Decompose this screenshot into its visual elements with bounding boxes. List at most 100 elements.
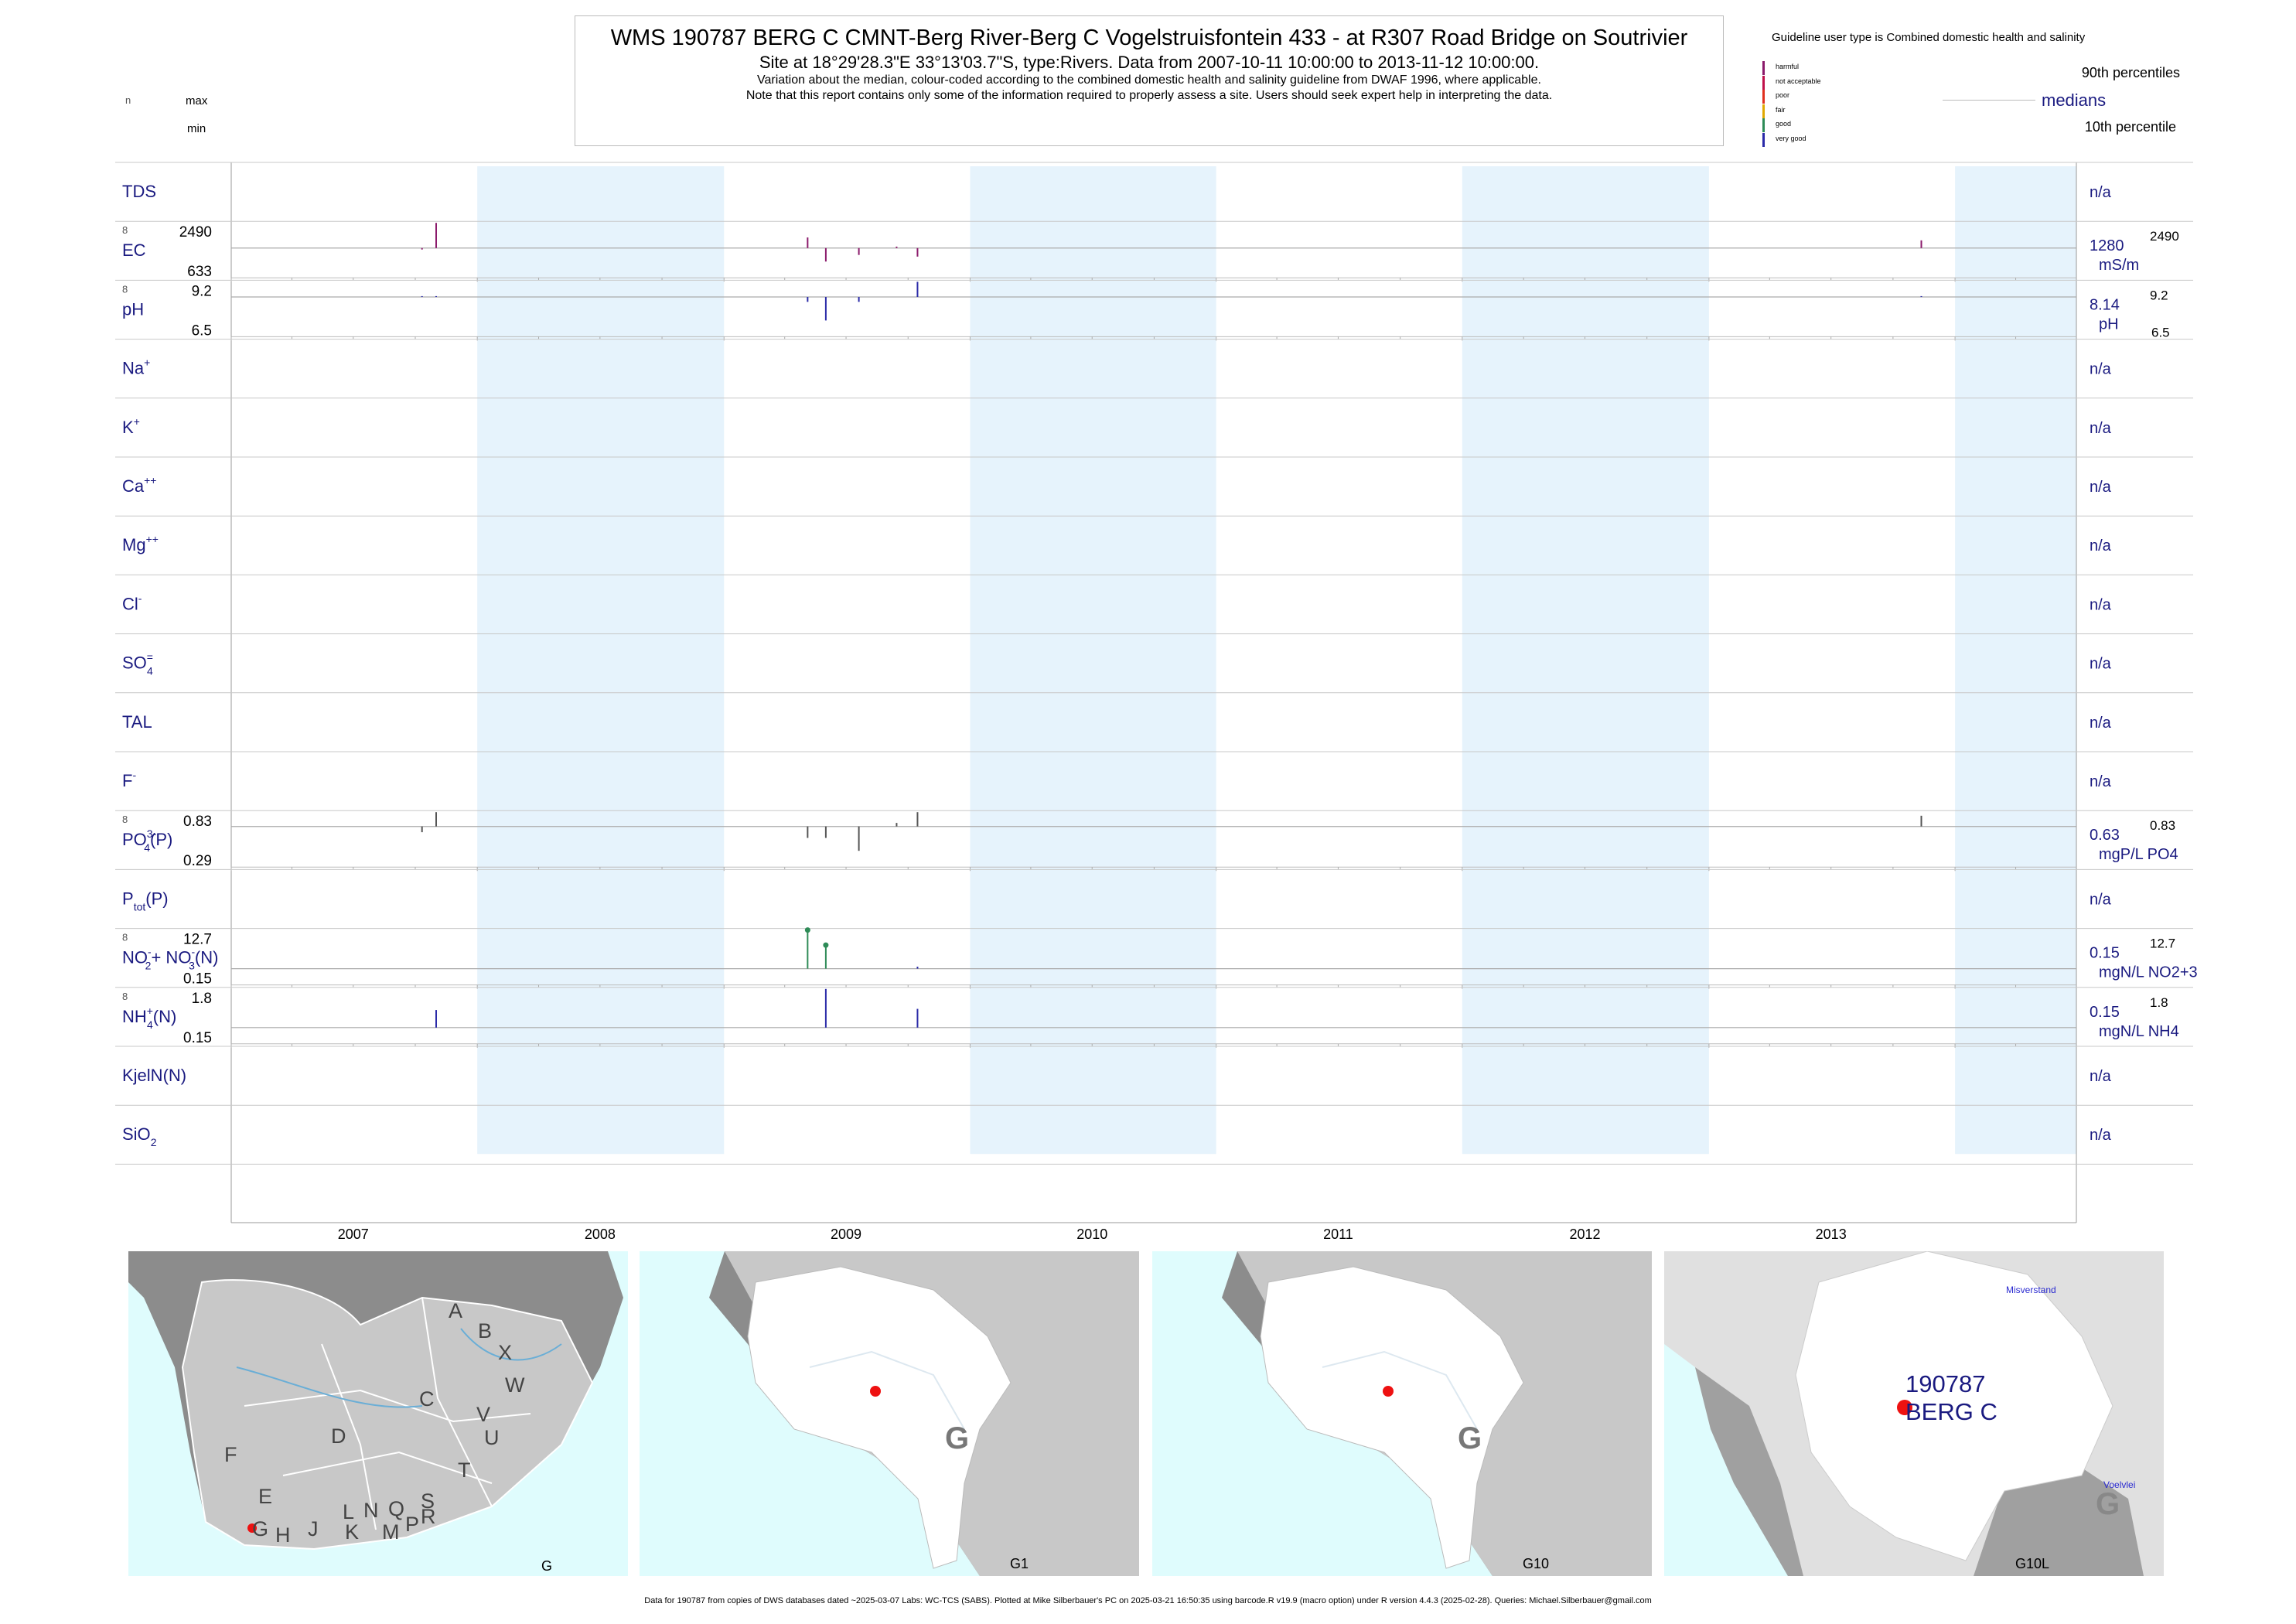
row-label-tds: TDS bbox=[122, 182, 156, 201]
row-na-ca: n/a bbox=[2090, 479, 2112, 496]
drainage-region-letter: Q bbox=[388, 1497, 405, 1520]
year-tick-label: 2009 bbox=[831, 1227, 861, 1242]
site-label: 190787 BERG C bbox=[1905, 1370, 1997, 1426]
legend-class-label: poor bbox=[1776, 91, 1790, 99]
drainage-region-letter: L bbox=[343, 1500, 355, 1523]
drainage-region-letter: F bbox=[224, 1443, 237, 1466]
year-tick-label: 2010 bbox=[1076, 1227, 1107, 1242]
year-tick-label: 2012 bbox=[1569, 1227, 1600, 1242]
map-g1: G G1 bbox=[640, 1251, 1139, 1576]
site-id: 190787 bbox=[1905, 1370, 1986, 1397]
drainage-region-letter: K bbox=[345, 1520, 360, 1544]
row-label-ptot: Ptot(P) bbox=[122, 889, 169, 913]
row-label-ph: pH bbox=[122, 299, 144, 319]
drainage-region-letter: M bbox=[382, 1520, 400, 1544]
note-line-1: Variation about the median, colour-coded… bbox=[757, 73, 1541, 87]
row-na-so4: n/a bbox=[2090, 656, 2112, 673]
row-label-mg: Mg++ bbox=[122, 533, 159, 554]
drainage-region-letter: S bbox=[421, 1489, 435, 1513]
legend-class-label: very good bbox=[1776, 134, 1806, 142]
drainage-region-letter: P bbox=[405, 1513, 420, 1536]
legend-medians: medians bbox=[2042, 90, 2107, 110]
row-na-tds: n/a bbox=[2090, 184, 2112, 201]
row-median-po4: 0.63 bbox=[2090, 827, 2120, 844]
map-south-africa-svg bbox=[128, 1251, 628, 1576]
row-na-kjel: n/a bbox=[2090, 1068, 2112, 1085]
year-shade-band bbox=[1955, 166, 2076, 1155]
year-shade-band bbox=[970, 166, 1216, 1155]
legend-heading: Guideline user type is Combined domestic… bbox=[1772, 31, 2086, 44]
map-caption: G1 bbox=[1010, 1556, 1029, 1571]
svg-text:G: G bbox=[1458, 1421, 1482, 1455]
data-point-no23 bbox=[804, 927, 810, 933]
legend-swatch bbox=[1762, 61, 1765, 75]
legend-swatch bbox=[1762, 75, 1765, 90]
row-na-ptot: n/a bbox=[2090, 891, 2112, 908]
svg-text:G: G bbox=[2096, 1487, 2120, 1521]
row-unit-po4: mgP/L PO4 bbox=[2099, 846, 2178, 863]
row-label-tal: TAL bbox=[122, 712, 152, 732]
year-shade-band bbox=[1462, 166, 1709, 1155]
drainage-region-letter: J bbox=[308, 1517, 319, 1540]
map-g10: G G10 bbox=[1152, 1251, 1652, 1576]
drainage-region-letter: E bbox=[258, 1485, 273, 1508]
row-n-no23: 8 bbox=[122, 932, 128, 943]
drainage-region-letter: B bbox=[478, 1319, 493, 1343]
row-median-no23: 0.15 bbox=[2090, 945, 2120, 962]
row-label-cl: Cl- bbox=[122, 592, 142, 613]
map-caption: G bbox=[541, 1558, 553, 1574]
row-n-nh4: 8 bbox=[122, 991, 128, 1002]
row-median-nh4: 0.15 bbox=[2090, 1004, 2120, 1021]
row-na-na: n/a bbox=[2090, 361, 2112, 378]
legend-90th-percentile: 90th percentiles bbox=[2081, 65, 2180, 80]
row-min-ec: 633 bbox=[187, 264, 212, 280]
drainage-region-letter: T bbox=[458, 1459, 471, 1482]
row-label-no23: NO-2+ NO-3(N) bbox=[122, 946, 218, 972]
drainage-region-letter: A bbox=[449, 1299, 463, 1322]
chart-subtitle: Site at 18°29'28.3"E 33°13'03.7"S, type:… bbox=[759, 53, 1540, 72]
row-min-po4: 0.29 bbox=[183, 853, 212, 869]
row-n-po4: 8 bbox=[122, 814, 128, 825]
legend-class-label: not acceptable bbox=[1776, 77, 1821, 85]
map-g1-svg: G bbox=[640, 1251, 1139, 1576]
map-g10l-svg: G bbox=[1664, 1251, 2164, 1576]
map-caption: G10 bbox=[1523, 1556, 1550, 1571]
row-right-max-no23: 12.7 bbox=[2150, 937, 2175, 951]
drainage-region-letter: H bbox=[275, 1523, 291, 1547]
min-heading: min bbox=[187, 122, 206, 135]
row-median-ec: 1280 bbox=[2090, 237, 2124, 254]
row-na-tal: n/a bbox=[2090, 715, 2112, 732]
row-na-k: n/a bbox=[2090, 420, 2112, 437]
place-label: Voelvlei bbox=[2103, 1479, 2136, 1490]
row-unit-ph: pH bbox=[2099, 316, 2119, 333]
row-min-nh4: 0.15 bbox=[183, 1030, 212, 1046]
note-line-2: Note that this report contains only some… bbox=[745, 89, 1553, 102]
row-right-min-ph: 6.5 bbox=[2151, 325, 2170, 339]
row-label-ca: Ca++ bbox=[122, 474, 156, 496]
legend-swatch bbox=[1762, 104, 1765, 118]
site-name: BERG C bbox=[1905, 1398, 1997, 1425]
chart-title: WMS 190787 BERG C CMNT-Berg River-Berg C… bbox=[610, 26, 1688, 50]
legend-class-label: fair bbox=[1776, 105, 1786, 114]
row-right-max-nh4: 1.8 bbox=[2150, 995, 2168, 1010]
drainage-region-letter: G bbox=[252, 1517, 269, 1540]
year-tick-label: 2011 bbox=[1323, 1227, 1353, 1242]
drainage-region-letter: D bbox=[331, 1424, 346, 1448]
place-label: Misverstand bbox=[2006, 1285, 2056, 1295]
row-unit-ec: mS/m bbox=[2099, 257, 2139, 274]
row-unit-nh4: mgN/L NH4 bbox=[2099, 1023, 2179, 1040]
year-tick-label: 2008 bbox=[585, 1227, 616, 1242]
row-unit-no23: mgN/L NO2+3 bbox=[2099, 964, 2198, 981]
row-n-ec: 8 bbox=[122, 224, 128, 236]
map-g10-svg: G bbox=[1152, 1251, 1652, 1576]
legend-swatch bbox=[1762, 118, 1765, 132]
drainage-region-letter: N bbox=[363, 1499, 379, 1522]
year-shade-band bbox=[477, 166, 725, 1155]
row-label-k: K+ bbox=[122, 415, 140, 437]
footer-note: Data for 190787 from copies of DWS datab… bbox=[644, 1596, 1652, 1605]
legend-class-label: harmful bbox=[1776, 63, 1800, 70]
row-label-na: Na+ bbox=[122, 357, 150, 378]
row-label-kjel: KjelN(N) bbox=[122, 1066, 186, 1085]
row-min-no23: 0.15 bbox=[183, 971, 212, 988]
